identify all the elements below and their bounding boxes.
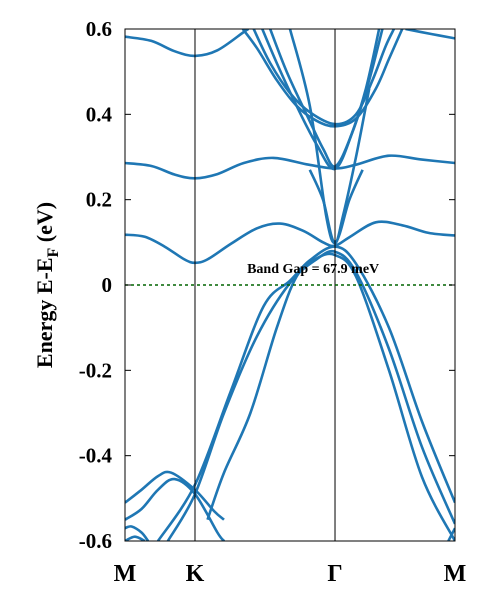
y-tick-label: -0.4 xyxy=(79,444,113,468)
y-tick-label: 0.4 xyxy=(86,102,113,126)
x-tick-label: Γ xyxy=(327,561,342,587)
y-tick-label: -0.2 xyxy=(79,358,112,382)
band-line-16 xyxy=(125,525,150,541)
band-line-8 xyxy=(268,29,381,168)
band-line-5 xyxy=(241,29,404,128)
band-line-10 xyxy=(288,29,371,245)
band-line-15 xyxy=(125,477,226,541)
x-tick-label: M xyxy=(114,561,137,587)
x-tick-label: K xyxy=(186,561,205,587)
band-line-2 xyxy=(405,29,455,40)
band-gap-annotation: Band Gap = 67.9 meV xyxy=(247,262,379,277)
band-line-9 xyxy=(308,169,364,244)
band-line-4 xyxy=(125,220,455,265)
y-tick-label: 0 xyxy=(102,273,113,297)
band-line-1 xyxy=(125,29,250,58)
y-axis: -0.6 -0.4 -0.2 0 0.2 0.4 0.6 xyxy=(79,17,455,553)
band-line-14 xyxy=(125,470,225,521)
band-line-3 xyxy=(125,154,455,180)
y-tick-label: 0.6 xyxy=(86,17,112,41)
band-line-13 xyxy=(206,252,455,541)
y-tick-label: 0.2 xyxy=(86,188,112,212)
plot-frame xyxy=(124,28,456,542)
y-tick-label: -0.6 xyxy=(79,529,112,553)
y-axis-label: Energy E-EF (eV) xyxy=(32,202,62,368)
band-line-17 xyxy=(125,535,146,541)
x-tick-label: M xyxy=(444,561,467,587)
